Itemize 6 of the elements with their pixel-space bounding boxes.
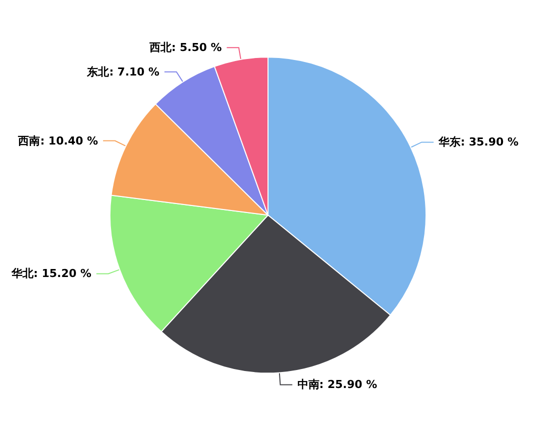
slice-label: 西北: 5.50 %	[148, 41, 222, 54]
slice-label: 东北: 7.10 %	[86, 65, 160, 78]
slice-label: 西南: 10.40 %	[17, 134, 98, 148]
slice-label: 中南: 25.90 %	[297, 378, 378, 392]
slice-label: 华北: 15.20 %	[10, 267, 92, 280]
slice-label: 华东: 35.90 %	[438, 136, 519, 149]
